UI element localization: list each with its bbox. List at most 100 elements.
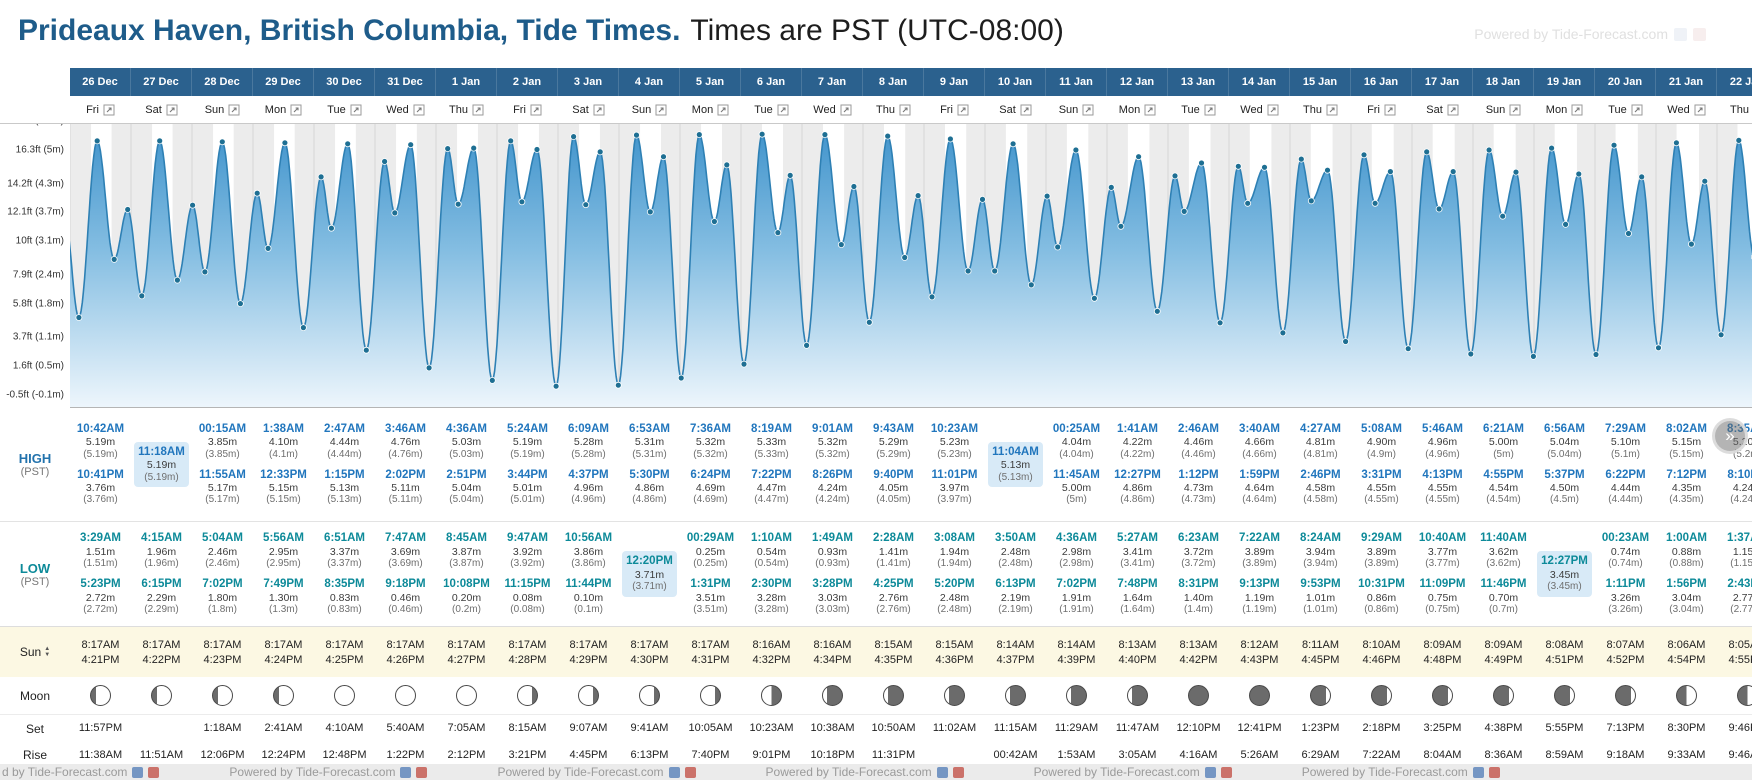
tide-time: 3:44PM [507, 468, 548, 481]
waxing-gibbous-moon-icon [883, 685, 904, 706]
moonrise-time: 1:53AM [1057, 749, 1096, 761]
moonset-time: 4:10AM [325, 722, 364, 734]
waning-gibbous-moon-icon [1371, 685, 1392, 706]
tide-height-alt: (1.19m) [1242, 603, 1277, 615]
tide-height: 0.25m [695, 545, 726, 558]
tide-height: 1.91m [1061, 591, 1092, 604]
tide-time: 7:02PM [202, 578, 243, 590]
sunset-time: 4:39PM [1057, 653, 1096, 666]
tide-height-alt: (3.77m) [1425, 558, 1460, 570]
sunrise-time: 8:17AM [264, 638, 303, 651]
moonrise-time: 4:45PM [569, 749, 608, 761]
moon-row: Moon [0, 677, 1752, 714]
expand-day-icon[interactable] [1509, 104, 1521, 116]
sunrise-time: 8:17AM [81, 638, 120, 651]
expand-day-icon[interactable] [899, 104, 911, 116]
expand-day-icon[interactable] [472, 104, 484, 116]
moonrise-time: 9:01PM [752, 749, 791, 761]
tide-height-alt: (0.83m) [327, 603, 362, 615]
moonrise-time: 00:42AM [993, 749, 1038, 761]
low-tide-event: 7:48PM 1.64m (1.64m) [1107, 578, 1168, 616]
tide-time: 5:24AM [507, 422, 548, 435]
waxing-crescent-moon-icon [578, 685, 599, 706]
sunrise-time: 8:06AM [1667, 638, 1706, 651]
weekday-label: Sun [1485, 103, 1506, 116]
facebook-icon [1472, 766, 1484, 778]
moonset-time: 1:18AM [203, 722, 242, 734]
expand-day-icon[interactable] [103, 104, 115, 116]
expand-day-icon[interactable] [1694, 104, 1706, 116]
expand-day-icon[interactable] [1020, 104, 1032, 116]
date-cell: 30 Dec [314, 68, 375, 96]
low-tide-event: 1:37AM1.15m(1.15m) [1717, 532, 1752, 570]
high-tide-event: 2:02PM 5.11m (5.11m) [375, 469, 436, 507]
tide-height: 3.03m [817, 591, 848, 604]
high-tide-cell: 5:46AM 4.96m (4.96m) 4:13PM 4.55m (4.55m) [1412, 408, 1473, 521]
weekday-cell: Thu [863, 96, 924, 123]
high-tide-event: 10:23AM 5.23m (5.23m) [924, 423, 985, 461]
social-icon [1693, 27, 1706, 41]
sunset-time: 4:45PM [1301, 653, 1340, 666]
tide-height-alt: (3.51m) [693, 603, 728, 615]
waning-gibbous-moon-icon [1310, 685, 1331, 706]
tide-height-alt: (5.17m) [205, 494, 240, 506]
sunrise-time: 8:17AM [691, 638, 730, 651]
expand-day-icon[interactable] [777, 104, 789, 116]
expand-day-icon[interactable] [1447, 104, 1459, 116]
expand-day-icon[interactable] [717, 104, 729, 116]
high-tide-event: 9:40PM 4.05m (4.05m) [863, 469, 924, 507]
expand-day-icon[interactable] [413, 104, 425, 116]
sunset-time: 4:42PM [1179, 653, 1218, 666]
tide-time: 8:45AM [446, 532, 487, 545]
expand-day-icon[interactable] [228, 104, 240, 116]
watermark: Powered by Tide-Forecast.com [1474, 26, 1706, 42]
tide-height: 4.47m [756, 482, 787, 495]
tide-height: 1.41m [878, 545, 909, 558]
expand-day-icon[interactable] [1144, 104, 1156, 116]
low-tide-event: 10:56AM 3.86m (3.86m) [558, 532, 619, 570]
date-cell: 14 Jan [1229, 68, 1290, 96]
tide-time: 9:01AM [812, 422, 853, 435]
expand-day-icon[interactable] [957, 104, 969, 116]
timezone-note: Times are PST (UTC-08:00) [690, 14, 1064, 47]
tide-height-alt: (4.58m) [1303, 494, 1338, 506]
sun-cell: 8:16AM 4:32PM [741, 627, 802, 677]
sun-cell: 8:08AM 4:51PM [1534, 627, 1595, 677]
expand-day-icon[interactable] [1267, 104, 1279, 116]
high-tide-cell: 5:08AM 4.90m (4.9m) 3:31PM 4.55m (4.55m) [1351, 408, 1412, 521]
sun-cell: 8:14AM 4:37PM [985, 627, 1046, 677]
expand-day-icon[interactable] [350, 104, 362, 116]
expand-day-icon[interactable] [1204, 104, 1216, 116]
expand-day-icon[interactable] [593, 104, 605, 116]
expand-day-icon[interactable] [1571, 104, 1583, 116]
tide-time: 11:01PM [931, 468, 978, 481]
tide-time: 5:20PM [934, 578, 975, 590]
low-tide-cell: 12:20PM 3.71m (3.71m) [619, 522, 680, 626]
last-quarter-moon-icon [1676, 685, 1697, 706]
tide-time: 3:28PM [812, 578, 853, 590]
scroll-right-button[interactable]: » [1712, 418, 1748, 454]
expand-day-icon[interactable] [1082, 104, 1094, 116]
tide-time: 2:30PM [751, 578, 792, 590]
sun-cell: 8:17AM 4:28PM [497, 627, 558, 677]
moonset-time: 5:55PM [1545, 722, 1584, 734]
expand-day-icon[interactable] [1631, 104, 1643, 116]
expand-day-icon[interactable] [1384, 104, 1396, 116]
expand-day-icon[interactable] [655, 104, 667, 116]
tide-height: 5.13m [329, 482, 360, 495]
expand-day-icon[interactable] [530, 104, 542, 116]
high-tide-event: 11:04AM 5.13m (5.13m) [988, 441, 1043, 488]
expand-day-icon[interactable] [290, 104, 302, 116]
sunrise-time: 8:08AM [1545, 638, 1584, 651]
moon-row-label: Moon [0, 677, 70, 714]
weekday-label: Wed [813, 103, 836, 116]
expand-day-icon[interactable] [1326, 104, 1338, 116]
sun-cell: 8:17AM 4:29PM [558, 627, 619, 677]
waning-crescent-moon-icon [273, 685, 294, 706]
date-cell: 20 Jan [1595, 68, 1656, 96]
expand-day-icon[interactable] [166, 104, 178, 116]
expand-day-icon[interactable] [840, 104, 852, 116]
tide-time: 10:40AM [1418, 532, 1467, 545]
sunset-time: 4:40PM [1118, 653, 1157, 666]
moonrise-time: 2:12PM [447, 749, 486, 761]
